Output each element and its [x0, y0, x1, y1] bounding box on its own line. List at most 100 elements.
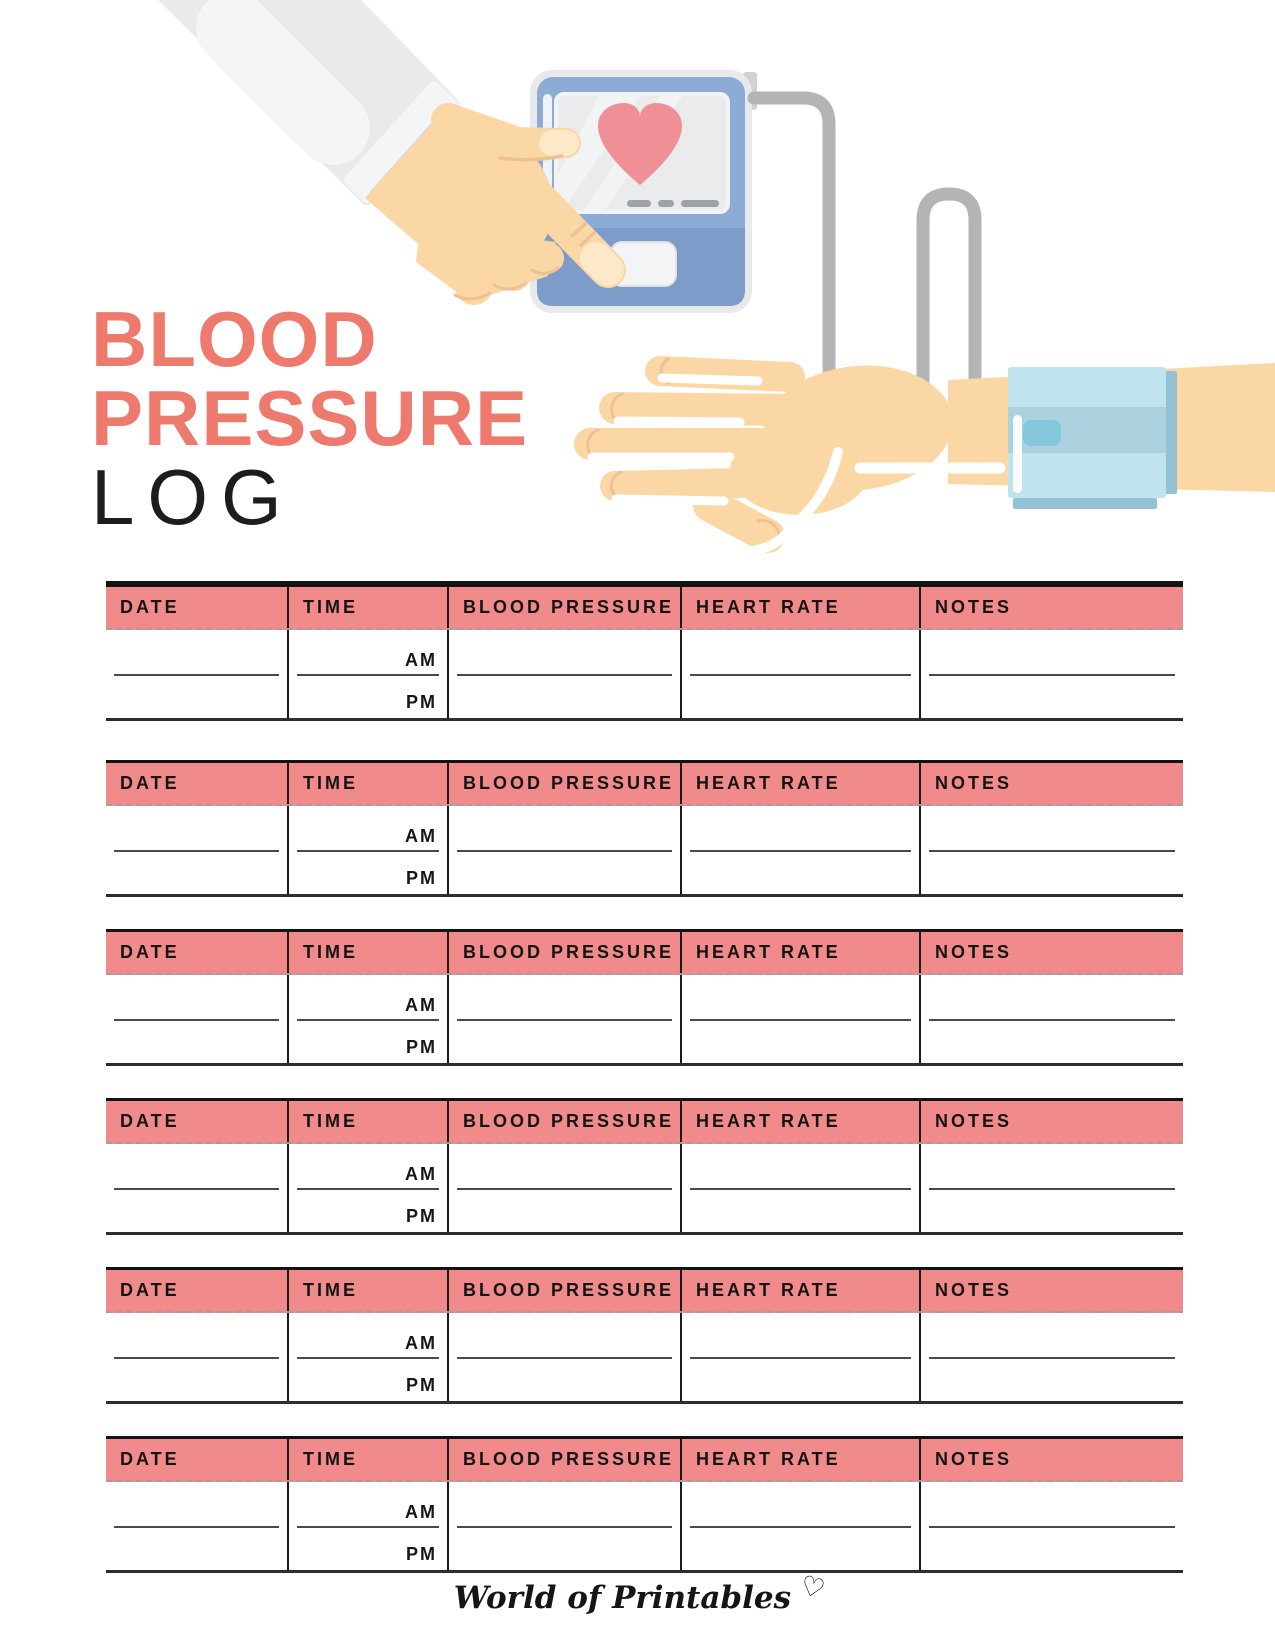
writing-line [457, 850, 672, 852]
entry-cell-heart-rate [682, 975, 921, 1021]
log-table-section: DATE TIME BLOOD PRESSURE HEART RATE NOTES AM P… [106, 1436, 1183, 1573]
entry-cell-notes [921, 1144, 1183, 1190]
log-tables: DATE TIME BLOOD PRESSURE HEART RATE NOTES AM P… [106, 581, 1183, 1605]
column-header-blood-pressure: BLOOD PRESSURE [449, 1439, 682, 1480]
time-slot-label: PM [406, 1375, 437, 1395]
entry-cell-date [106, 1313, 289, 1359]
title-line-log: LOG [91, 453, 295, 541]
table-header-row: DATE TIME BLOOD PRESSURE HEART RATE NOTES [106, 929, 1183, 975]
entry-cell-time: PM [289, 1528, 449, 1570]
entry-cell-heart-rate [682, 806, 921, 852]
entry-cell-date [106, 1021, 289, 1063]
entry-cell-notes [921, 1528, 1183, 1570]
column-header-heart-rate: HEART RATE [682, 1101, 921, 1142]
entry-cell-notes [921, 630, 1183, 676]
entry-row-am: AM [106, 1313, 1183, 1359]
log-table-section: DATE TIME BLOOD PRESSURE HEART RATE NOTES AM P… [106, 581, 1183, 721]
entry-cell-date [106, 1144, 289, 1190]
entry-cell-time: PM [289, 1021, 449, 1063]
entry-cell-time: PM [289, 852, 449, 894]
entry-cell-notes [921, 1313, 1183, 1359]
writing-line [297, 1019, 439, 1021]
column-header-heart-rate: HEART RATE [682, 763, 921, 804]
writing-line [297, 674, 439, 676]
time-slot-label: AM [405, 826, 437, 846]
entry-cell-notes [921, 1359, 1183, 1401]
writing-line [457, 1526, 672, 1528]
writing-line [297, 1188, 439, 1190]
table-header-row: DATE TIME BLOOD PRESSURE HEART RATE NOTES [106, 760, 1183, 806]
entry-cell-time: AM [289, 630, 449, 676]
writing-line [457, 674, 672, 676]
writing-line [114, 850, 279, 852]
column-header-heart-rate: HEART RATE [682, 1439, 921, 1480]
writing-line [297, 1357, 439, 1359]
entry-row-pm: PM [106, 676, 1183, 718]
title-line-blood: BLOOD [91, 295, 378, 383]
entry-cell-blood-pressure [449, 1482, 682, 1528]
entry-cell-date [106, 1190, 289, 1232]
column-header-date: DATE [106, 932, 289, 973]
entry-cell-blood-pressure [449, 676, 682, 718]
column-header-blood-pressure: BLOOD PRESSURE [449, 763, 682, 804]
entry-cell-time: PM [289, 1190, 449, 1232]
cuff-tube-connector [1023, 420, 1061, 446]
bp-cuff-illustration [1008, 367, 1177, 509]
time-slot-label: AM [405, 1164, 437, 1184]
entry-row-am: AM [106, 975, 1183, 1021]
screen-reading-dashes [627, 200, 719, 207]
column-header-notes: NOTES [935, 1111, 1013, 1131]
bp-monitor-illustration [530, 70, 752, 313]
writing-line [690, 1019, 911, 1021]
column-header-time: TIME [289, 763, 449, 804]
column-header-time: TIME [289, 1101, 449, 1142]
entry-cell-blood-pressure [449, 1190, 682, 1232]
writing-line [929, 674, 1175, 676]
log-table-section: DATE TIME BLOOD PRESSURE HEART RATE NOTES AM P… [106, 929, 1183, 1066]
writing-line [929, 1019, 1175, 1021]
entry-row-pm: PM [106, 1190, 1183, 1232]
column-header-blood-pressure: BLOOD PRESSURE [449, 1270, 682, 1311]
column-header-heart-rate: HEART RATE [682, 932, 921, 973]
brand-text: World of Printables [453, 1580, 792, 1616]
entry-cell-time: PM [289, 1359, 449, 1401]
writing-line [929, 1357, 1175, 1359]
entry-cell-time: PM [289, 676, 449, 718]
table-header-row: DATE TIME BLOOD PRESSURE HEART RATE NOTES [106, 1098, 1183, 1144]
column-header-notes: NOTES [935, 773, 1013, 793]
column-header-notes: NOTES [935, 942, 1013, 962]
entry-cell-blood-pressure [449, 1528, 682, 1570]
column-header-time: TIME [289, 587, 449, 628]
entry-cell-time: AM [289, 1313, 449, 1359]
entry-cell-date [106, 1359, 289, 1401]
entry-cell-blood-pressure [449, 1359, 682, 1401]
entry-cell-time: AM [289, 975, 449, 1021]
entry-cell-notes [921, 975, 1183, 1021]
time-slot-label: AM [405, 1333, 437, 1353]
entry-cell-heart-rate [682, 1313, 921, 1359]
table-header-row: DATE TIME BLOOD PRESSURE HEART RATE NOTES [106, 1436, 1183, 1482]
column-header-notes: NOTES [935, 597, 1013, 617]
column-header-date: DATE [106, 763, 289, 804]
writing-line [297, 1526, 439, 1528]
entry-cell-date [106, 975, 289, 1021]
footer-brand: World of Printables ♡ [0, 1570, 1275, 1616]
entry-cell-heart-rate [682, 676, 921, 718]
time-slot-label: PM [406, 1544, 437, 1564]
log-table-section: DATE TIME BLOOD PRESSURE HEART RATE NOTES AM P… [106, 1267, 1183, 1404]
title-line-pressure: PRESSURE [91, 374, 529, 462]
entry-cell-notes [921, 852, 1183, 894]
heart-icon [598, 103, 682, 185]
entry-cell-time: AM [289, 1482, 449, 1528]
writing-line [114, 1019, 279, 1021]
writing-line [690, 1357, 911, 1359]
entry-cell-heart-rate [682, 1144, 921, 1190]
writing-line [457, 1019, 672, 1021]
writing-line [929, 1188, 1175, 1190]
entry-row-pm: PM [106, 1359, 1183, 1401]
page-title: BLOOD PRESSURE LOG [91, 300, 528, 537]
doctor-hand-illustration [365, 103, 626, 305]
entry-cell-notes [921, 676, 1183, 718]
entry-cell-blood-pressure [449, 806, 682, 852]
entry-row-am: AM [106, 1482, 1183, 1528]
